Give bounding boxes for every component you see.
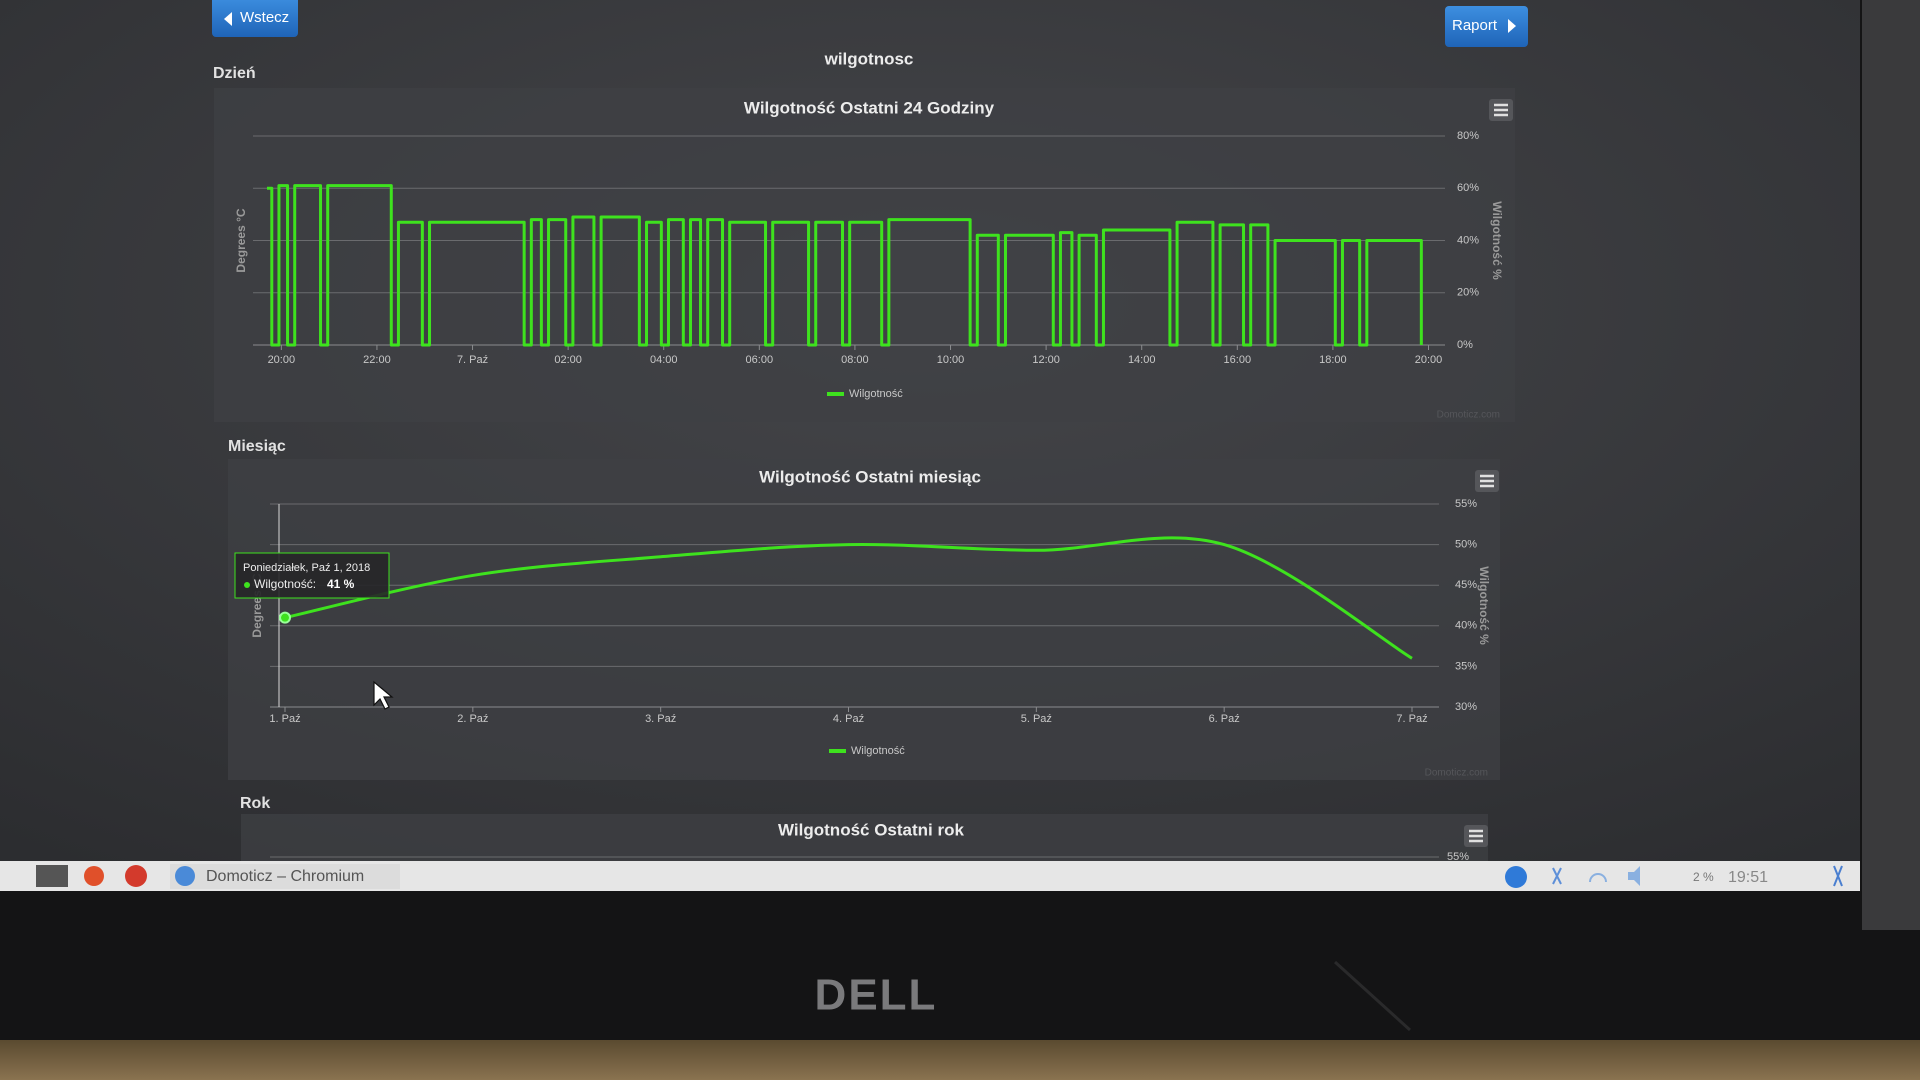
back-button-bg[interactable] (212, 0, 298, 37)
app-icon[interactable] (84, 866, 104, 886)
chart-title: Wilgotność Ostatni rok (778, 820, 964, 839)
chart-title: Wilgotność Ostatni miesiąc (759, 467, 981, 486)
chart: Wilgotność Ostatni miesiąc 30% 35% 40% 45% 50… (234, 467, 1499, 779)
y-tick-label: 55% (1447, 851, 1469, 863)
tooltip-value: 41 % (327, 577, 355, 591)
volume-icon[interactable] (1628, 866, 1640, 886)
y-axis-title: Degrees °C (234, 208, 248, 272)
x-tick-label: 02:00 (554, 354, 582, 366)
x-tick-label: 7. Paź (1396, 713, 1427, 725)
terminal-icon[interactable] (36, 865, 68, 887)
tooltip-bullet (244, 582, 250, 588)
chromium-icon[interactable] (175, 866, 195, 886)
y-tick-label: 45% (1455, 579, 1477, 591)
tooltip-label: Wilgotność: (254, 577, 316, 591)
y2-axis-title: Wilgotność % (1477, 566, 1491, 645)
y2-axis-title: Wilgotność % (1490, 201, 1504, 280)
chart-menu[interactable] (1464, 825, 1488, 847)
x-tick-label: 08:00 (841, 354, 869, 366)
report-arrow[interactable] (1508, 19, 1516, 33)
report-label[interactable]: Raport (1452, 17, 1498, 34)
x-tick-label: 10:00 (937, 354, 965, 366)
tooltip-box (234, 552, 390, 599)
x-tick-label: 4. Paź (833, 713, 864, 725)
taskbar: Domoticz – Chromium 2 % 19:51 (0, 861, 1860, 891)
data-line (267, 184, 1423, 347)
x-tick-label: 20:00 (1415, 354, 1443, 366)
section-label: Dzień (213, 65, 256, 82)
legend-label: Wilgotność (851, 745, 905, 757)
bezel-reflection (1333, 960, 1412, 1032)
credits: Domoticz.com (1425, 768, 1488, 779)
y-tick-label: 40% (1457, 234, 1479, 246)
chart: Wilgotność Ostatni rok 55% (270, 820, 1488, 863)
data-line (284, 536, 1413, 660)
back-arrow[interactable] (224, 12, 232, 26)
bluetooth-icon[interactable] (1552, 867, 1562, 885)
tray-icon[interactable] (1505, 866, 1527, 888)
tooltip-date: Poniedziałek, Paź 1, 2018 (243, 562, 370, 574)
chart-menu[interactable] (1475, 470, 1499, 492)
y-tick-label: 60% (1457, 182, 1479, 194)
tooltip: Poniedziałek, Paź 1, 2018 Wilgotność: 41 % (234, 552, 390, 599)
x-tick-label: 18:00 (1319, 354, 1347, 366)
y-tick-label: 50% (1455, 539, 1477, 551)
x-tick-label: 5. Paź (1021, 713, 1052, 725)
cpu-status: 2 % (1693, 870, 1714, 884)
legend-label: Wilgotność (849, 388, 903, 400)
x-tick-label: 22:00 (363, 354, 391, 366)
credits: Domoticz.com (1437, 410, 1500, 421)
app-icon[interactable] (125, 865, 147, 887)
chart-panel (214, 88, 1515, 422)
y-tick-label: 35% (1455, 660, 1477, 672)
report-button[interactable]: Raport (1445, 6, 1528, 47)
y-tick-label: 20% (1457, 287, 1479, 299)
y-tick-label: 0% (1457, 339, 1473, 351)
section-label: Rok (240, 795, 270, 812)
wifi-icon[interactable] (1589, 873, 1607, 883)
chart: Wilgotność Ostatni 24 Godziny 0% 20% 40% 60%… (234, 98, 1513, 421)
charts: Wilgotność Ostatni 24 Godziny 0% 20% 40% 60%… (234, 98, 1513, 863)
y-tick-label: 80% (1457, 130, 1479, 142)
window-title[interactable]: Domoticz – Chromium (206, 868, 364, 885)
clock: 19:51 (1728, 869, 1768, 886)
y-tick-label: 55% (1455, 498, 1477, 510)
monitor-logo: DELL (815, 971, 938, 1020)
bluetooth-icon[interactable] (1833, 865, 1843, 887)
back-button[interactable]: Wstecz (212, 0, 298, 37)
desk (0, 1040, 1920, 1080)
x-tick-label: 2. Paź (457, 713, 488, 725)
x-tick-label: 04:00 (650, 354, 678, 366)
mouse-cursor (373, 680, 394, 710)
y-tick-label: 40% (1455, 620, 1477, 632)
page-title: wilgotnosc (824, 49, 914, 68)
x-tick-label: 1. Paź (269, 713, 300, 725)
x-tick-label: 6. Paź (1209, 713, 1240, 725)
window-button[interactable] (170, 864, 400, 889)
x-tick-label: 16:00 (1224, 354, 1252, 366)
y-tick-label: 30% (1455, 701, 1477, 713)
chart-panel (228, 459, 1500, 780)
x-tick-label: 3. Paź (645, 713, 676, 725)
section-label: Miesiąc (228, 438, 286, 455)
chart-menu[interactable] (1489, 99, 1513, 121)
x-tick-label: 06:00 (746, 354, 774, 366)
back-label[interactable]: Wstecz (240, 9, 289, 26)
x-tick-label: 14:00 (1128, 354, 1156, 366)
x-tick-label: 7. Paź (457, 354, 488, 366)
x-tick-label: 12:00 (1032, 354, 1060, 366)
chart-title: Wilgotność Ostatni 24 Godziny (744, 98, 995, 117)
hover-point (279, 611, 291, 624)
x-tick-label: 20:00 (268, 354, 296, 366)
report-button-bg[interactable] (1445, 6, 1528, 47)
bezel-side (1862, 0, 1920, 930)
